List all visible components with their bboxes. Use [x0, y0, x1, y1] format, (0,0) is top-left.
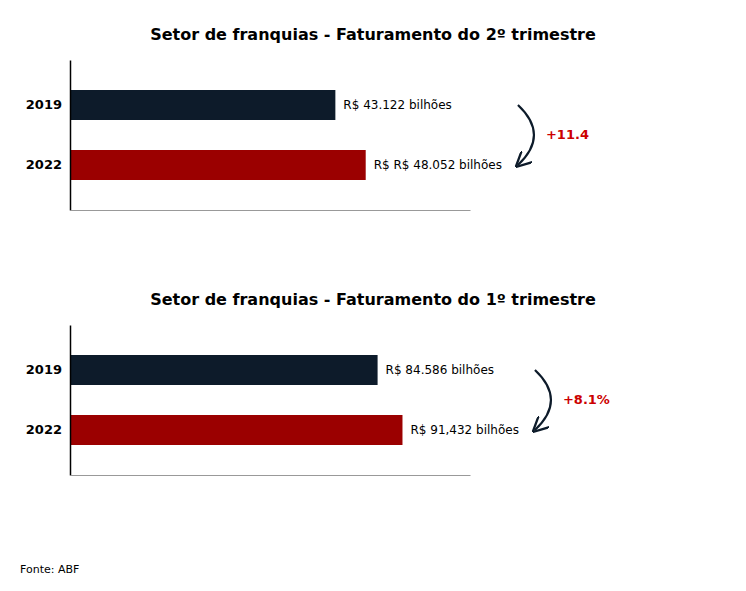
change-arrow: [518, 105, 534, 165]
x-axis: [71, 210, 471, 211]
y-tick: 2022: [26, 422, 62, 437]
data-label: R$ 43.122 bilhões: [343, 98, 451, 112]
y-axis: 2019 2022: [26, 61, 71, 211]
data-label: R$ 84.586 bilhões: [386, 363, 494, 377]
y-axis-line: [70, 61, 72, 211]
bars: [70, 355, 402, 445]
plot-area: R$ 43.122 bilhões R$ R$ 48.052 bilhões 201…: [26, 61, 589, 211]
change-arrow: [535, 370, 551, 430]
source-text: Fonte: ABF: [20, 563, 79, 576]
x-axis-line: [71, 210, 471, 211]
y-axis-line: [70, 326, 72, 476]
y-tick: 2022: [26, 157, 62, 172]
data-label: R$ 91,432 bilhões: [410, 423, 518, 437]
bar: [70, 150, 366, 180]
bar: [70, 355, 378, 385]
x-axis-line: [71, 475, 471, 476]
chart-title: Setor de franquias - Faturamento do 1º t…: [150, 290, 596, 309]
y-tick-label: 2019: [26, 97, 62, 112]
y-tick: 2019: [26, 97, 62, 112]
change-text: +8.1%: [563, 392, 610, 407]
chart-container: Setor de franquias - Faturamento do 2º t…: [0, 0, 746, 591]
y-tick-label: 2019: [26, 362, 62, 377]
data-labels: R$ 43.122 bilhões R$ R$ 48.052 bilhões: [343, 98, 502, 172]
y-tick-label: 2022: [26, 157, 62, 172]
plot-area: R$ 84.586 bilhõesR$ 91,432 bilhões201920…: [26, 326, 610, 476]
bar: [70, 90, 335, 120]
chart-title: Setor de franquias - Faturamento do 2º t…: [150, 25, 596, 44]
y-axis: 2019 2022: [26, 326, 71, 476]
data-labels: R$ 84.586 bilhões R$ 91,432 bilhões: [386, 363, 519, 437]
chart-svg: Setor de franquias - Faturamento do 2º t…: [0, 0, 746, 591]
bar: [70, 415, 402, 445]
data-label: R$ R$ 48.052 bilhões: [374, 158, 502, 172]
y-tick-label: 2022: [26, 422, 62, 437]
bars: [70, 90, 366, 180]
change-text: +11.4: [546, 127, 589, 142]
x-axis: [71, 475, 471, 476]
y-tick: 2019: [26, 362, 62, 377]
